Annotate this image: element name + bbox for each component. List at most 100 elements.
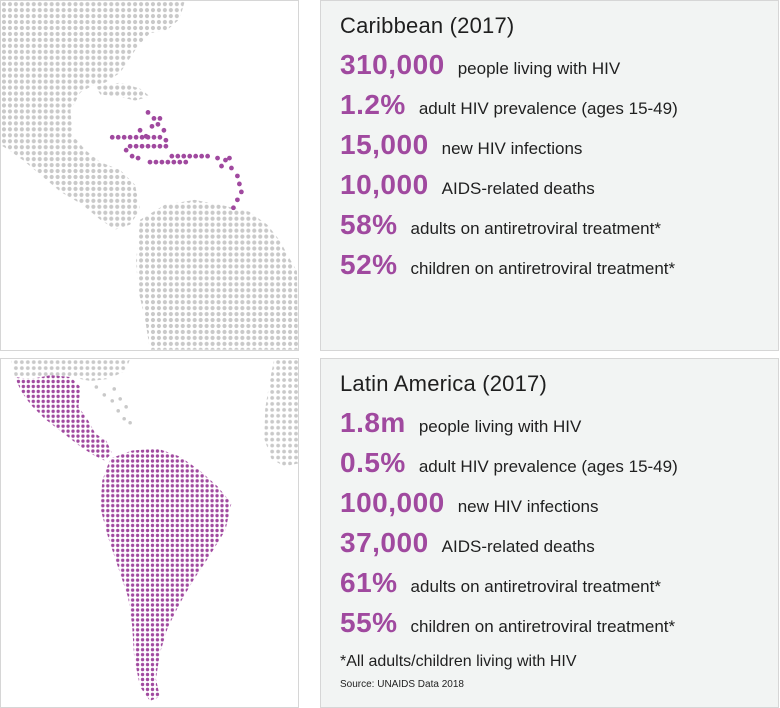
island-dot [159, 159, 165, 165]
island-dot [102, 393, 107, 397]
island-dot [147, 159, 153, 165]
stat-value: 1.8m [340, 407, 406, 438]
stat-label: adults on antiretroviral treatment* [410, 219, 661, 238]
island-dot [165, 159, 171, 165]
caribbean-map-graphic [1, 1, 298, 350]
stat-value: 58% [340, 209, 398, 240]
stat-label: adult HIV prevalence (ages 15-49) [418, 457, 678, 476]
caribbean-islands-grey-dots [94, 385, 132, 425]
stat-row-new-infections: 15,000 new HIV infections [340, 129, 582, 161]
stat-row-adults-treatment: 58% adults on antiretroviral treatment* [340, 209, 661, 241]
island-dot [109, 134, 115, 140]
footnote: *All adults/children living with HIV [340, 653, 577, 670]
island-dot [199, 153, 205, 159]
stat-value: 0.5% [340, 447, 406, 478]
island-dot [151, 134, 157, 140]
latin-america-map [0, 358, 299, 708]
island-dot [163, 143, 169, 149]
stat-row-people-living: 1.8m people living with HIV [340, 407, 581, 439]
stat-value: 10,000 [340, 169, 429, 200]
stat-label: children on antiretroviral treatment* [410, 617, 676, 636]
island-dot [157, 116, 163, 121]
stat-value: 61% [340, 567, 398, 598]
stat-value: 310,000 [340, 49, 445, 80]
island-dot [153, 159, 159, 165]
island-dot [193, 153, 199, 159]
island-dot [110, 399, 115, 403]
stat-row-children-treatment: 52% children on antiretroviral treatment… [340, 249, 675, 281]
island-dot [181, 153, 187, 159]
island-dot [187, 153, 193, 159]
island-dot [129, 153, 135, 159]
island-dot [171, 159, 177, 165]
island-dot [128, 420, 132, 425]
island-dot [161, 127, 167, 133]
island-dot [143, 133, 149, 139]
stat-label: people living with HIV [457, 59, 621, 78]
island-dot [133, 134, 139, 140]
stat-row-new-infections: 100,000 new HIV infections [340, 487, 599, 519]
caribbean-highlight-dots [109, 110, 244, 211]
island-dot [231, 205, 236, 211]
stat-label: people living with HIV [418, 417, 582, 436]
island-dot [223, 157, 228, 163]
island-dot [118, 397, 122, 401]
island-dot [135, 155, 141, 161]
island-dot [163, 137, 169, 143]
island-dot [235, 173, 240, 179]
stat-row-adults-treatment: 61% adults on antiretroviral treatment* [340, 567, 661, 599]
island-dot [169, 153, 175, 159]
stat-value: 37,000 [340, 527, 429, 558]
stat-value: 1.2% [340, 89, 406, 120]
stat-row-prevalence: 1.2% adult HIV prevalence (ages 15-49) [340, 89, 678, 121]
stat-label: adults on antiretroviral treatment* [410, 577, 661, 596]
latin-america-map-graphic [10, 359, 298, 701]
island-dot [121, 134, 127, 140]
island-dot [139, 134, 145, 140]
island-dot [112, 387, 117, 391]
island-dot [215, 155, 220, 161]
island-dot [145, 143, 151, 149]
stat-value: 52% [340, 249, 398, 280]
island-dot [157, 134, 163, 140]
island-dot [139, 143, 145, 149]
island-dot [151, 116, 157, 121]
caribbean-map [0, 0, 299, 351]
island-dot [235, 197, 240, 203]
stat-label: new HIV infections [457, 497, 599, 516]
caribbean-stats-panel: Caribbean (2017) 310,000 people living w… [320, 0, 779, 351]
island-dot [122, 416, 126, 421]
stat-label: AIDS-related deaths [441, 537, 595, 556]
island-dot [175, 153, 181, 159]
stat-label: new HIV infections [441, 139, 583, 158]
caribbean-title: Caribbean (2017) [340, 13, 515, 38]
stat-row-prevalence: 0.5% adult HIV prevalence (ages 15-49) [340, 447, 678, 479]
island-dot [177, 159, 183, 165]
latin-america-stats-panel: Latin America (2017) 1.8m people living … [320, 358, 779, 708]
latin-america-title: Latin America (2017) [340, 371, 547, 396]
island-dot [151, 143, 157, 149]
island-dot [157, 143, 163, 149]
stat-value: 55% [340, 607, 398, 638]
island-dot [94, 385, 99, 389]
source-note: Source: UNAIDS Data 2018 [340, 679, 464, 690]
island-dot [145, 110, 151, 115]
island-dot [227, 155, 232, 161]
stat-label: AIDS-related deaths [441, 179, 595, 198]
stat-row-deaths: 37,000 AIDS-related deaths [340, 527, 595, 559]
island-dot [149, 123, 155, 129]
island-dot [115, 134, 121, 140]
island-dot [124, 405, 128, 409]
island-dot [229, 165, 234, 171]
stat-value: 15,000 [340, 129, 429, 160]
island-dot [123, 147, 129, 153]
island-dot [205, 153, 210, 159]
island-dot [133, 143, 139, 149]
stat-row-deaths: 10,000 AIDS-related deaths [340, 169, 595, 201]
stat-label: children on antiretroviral treatment* [410, 259, 676, 278]
island-dot [127, 143, 133, 149]
island-dot [238, 189, 244, 195]
island-dot [237, 181, 242, 187]
island-dot [116, 409, 120, 413]
island-dot [183, 159, 189, 165]
